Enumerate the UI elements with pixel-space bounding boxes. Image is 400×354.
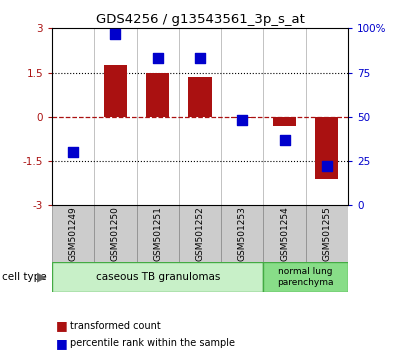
Bar (104, 65, 127, 117)
Point (154, 56, 161, 61)
Text: GSM501250: GSM501250 (111, 206, 120, 261)
Title: GDS4256 / g13543561_3p_s_at: GDS4256 / g13543561_3p_s_at (96, 13, 304, 26)
Bar (315, 117, 338, 179)
Text: cell type: cell type (2, 272, 47, 282)
Text: GSM501255: GSM501255 (322, 206, 331, 261)
Point (281, 137, 288, 143)
Point (239, 118, 246, 123)
Text: transformed count: transformed count (70, 321, 161, 331)
Text: caseous TB granulomas: caseous TB granulomas (96, 272, 220, 282)
Bar (273, 117, 296, 126)
Text: percentile rank within the sample: percentile rank within the sample (70, 338, 235, 348)
Bar (306, 205, 348, 262)
Bar (136, 205, 179, 262)
Bar (146, 73, 169, 117)
Text: ▶: ▶ (37, 270, 47, 284)
Text: ■: ■ (56, 337, 68, 350)
Text: GSM501253: GSM501253 (238, 206, 247, 261)
Point (70, 149, 76, 155)
Text: GSM501249: GSM501249 (69, 206, 78, 261)
Bar (94, 205, 136, 262)
Bar (52, 205, 94, 262)
Point (324, 164, 330, 169)
Text: GSM501251: GSM501251 (153, 206, 162, 261)
Text: ■: ■ (56, 319, 68, 332)
Bar (52, 262, 264, 292)
Bar (231, 117, 254, 118)
Bar (264, 262, 348, 292)
Text: normal lung
parenchyma: normal lung parenchyma (278, 267, 334, 287)
Point (197, 56, 203, 61)
Text: GSM501254: GSM501254 (280, 206, 289, 261)
Point (112, 31, 119, 36)
Bar (188, 77, 212, 117)
Bar (179, 205, 221, 262)
Bar (221, 205, 264, 262)
Text: GSM501252: GSM501252 (196, 206, 204, 261)
Bar (264, 205, 306, 262)
